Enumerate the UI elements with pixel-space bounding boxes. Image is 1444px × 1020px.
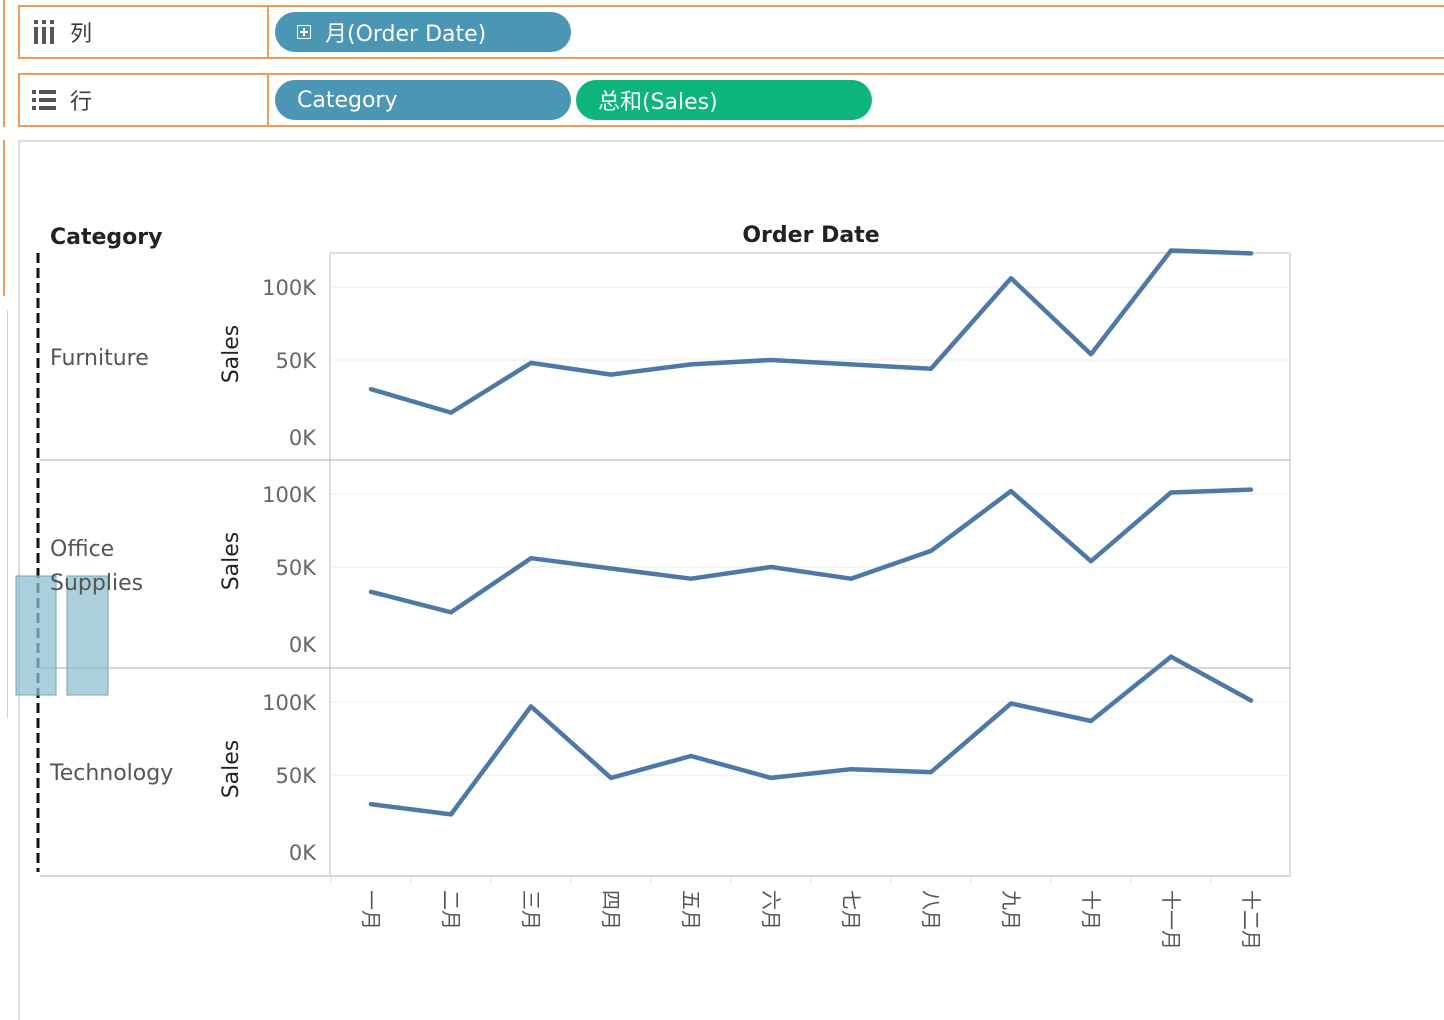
month-label[interactable]: 十一月 xyxy=(1159,890,1183,950)
y-tick-label: 50K xyxy=(276,556,318,580)
rows-shelf-label: 行 xyxy=(70,90,93,115)
category-label[interactable]: Technology xyxy=(49,761,173,786)
pill-label: 月(Order Date) xyxy=(325,22,487,47)
y-axis-title[interactable]: Sales xyxy=(219,325,244,384)
left-panel-divider xyxy=(0,310,8,718)
month-label[interactable]: 三月 xyxy=(519,890,543,930)
pill-label: Category xyxy=(297,87,398,113)
left-panel-edge xyxy=(0,0,5,127)
y-tick-label: 0K xyxy=(289,841,317,865)
rows-shelf-header: 行 xyxy=(20,75,269,125)
y-tick-label: 100K xyxy=(262,483,317,507)
series-line[interactable] xyxy=(368,654,1254,817)
month-label[interactable]: 十月 xyxy=(1079,890,1103,930)
y-axis-title[interactable]: Sales xyxy=(219,740,244,799)
left-panel-edge-lower xyxy=(0,140,5,296)
series-line[interactable] xyxy=(368,487,1254,615)
y-tick-label: 0K xyxy=(289,633,317,657)
series-lines[interactable] xyxy=(368,248,1254,817)
pill-label: 总和(Sales) xyxy=(598,90,718,115)
column-header-order-date[interactable]: Order Date xyxy=(742,223,879,248)
month-label[interactable]: 七月 xyxy=(839,890,863,930)
pill-category[interactable]: Category xyxy=(275,80,571,120)
y-tick-label: 100K xyxy=(262,276,317,300)
month-label[interactable]: 六月 xyxy=(759,890,783,930)
columns-shelf-label: 列 xyxy=(70,22,93,47)
row-labels: Furniture Office Supplies Technology xyxy=(49,346,173,786)
month-label[interactable]: 五月 xyxy=(679,890,703,930)
month-label[interactable]: 四月 xyxy=(599,890,623,930)
columns-shelf[interactable]: 列 月(Order Date) xyxy=(18,5,1444,59)
y-axis-title[interactable]: Sales xyxy=(219,532,244,591)
pill-sum-sales[interactable]: 总和(Sales) xyxy=(576,80,872,120)
drag-ghost xyxy=(15,575,109,696)
rows-icon xyxy=(32,89,56,111)
series-line[interactable] xyxy=(368,248,1254,415)
month-label[interactable]: 九月 xyxy=(999,890,1023,930)
y-tick-label: 50K xyxy=(276,349,318,373)
y-tick-label: 100K xyxy=(262,691,317,715)
category-label[interactable]: Office Supplies xyxy=(50,537,143,596)
row-header-category[interactable]: Category xyxy=(50,225,162,250)
month-label[interactable]: 二月 xyxy=(439,890,463,930)
month-label[interactable]: 八月 xyxy=(919,890,943,930)
columns-shelf-header: 列 xyxy=(20,7,269,57)
rows-shelf[interactable]: 行 Category 总和(Sales) xyxy=(18,73,1444,127)
category-label[interactable]: Furniture xyxy=(50,346,149,371)
plus-box-icon[interactable] xyxy=(297,25,311,39)
y-axis-ticks: 0K 50K 100K Sales 0K 50K 100K Sales 0K 50K 100K Sal… xyxy=(219,276,317,865)
month-label[interactable]: 一月 xyxy=(359,890,383,930)
month-label[interactable]: 十二月 xyxy=(1239,890,1263,950)
y-tick-label: 0K xyxy=(289,426,317,450)
x-axis-ticks: 一月 二月 三月 四月 五月 六月 七月 八月 九月 十月 十一月 十二月 xyxy=(330,876,1263,950)
y-tick-label: 50K xyxy=(276,764,318,788)
pill-month-order-date[interactable]: 月(Order Date) xyxy=(275,12,571,52)
columns-icon xyxy=(32,20,56,44)
